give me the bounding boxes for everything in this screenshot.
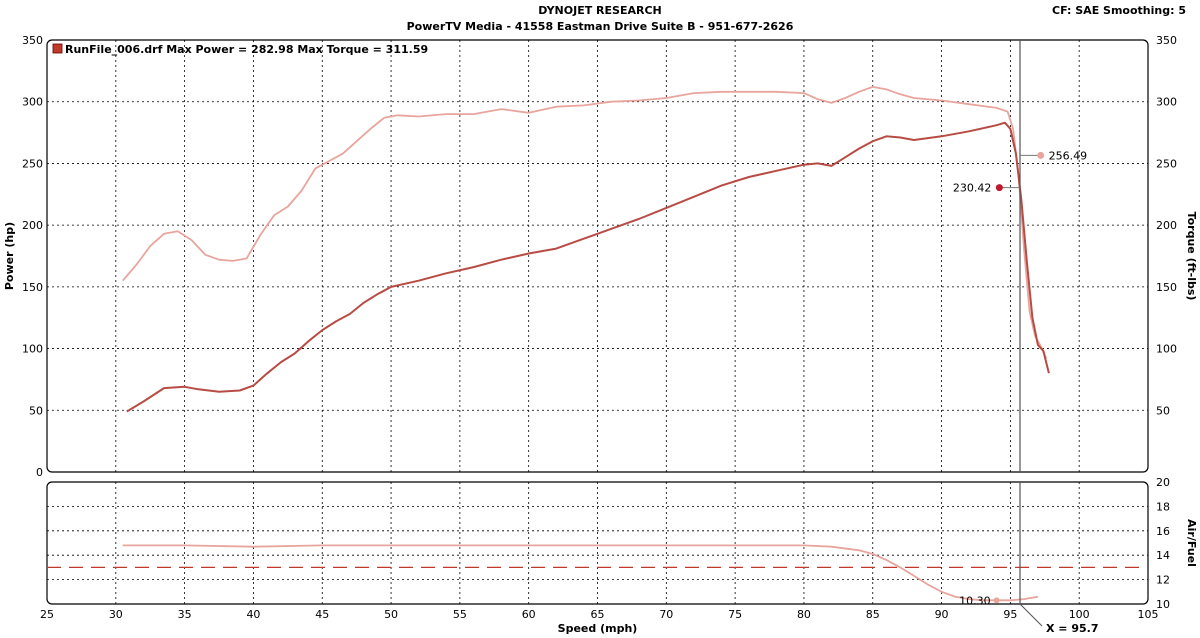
x-tick-label: 35	[178, 608, 192, 621]
afr-series-line	[122, 544, 1039, 602]
x-tick-label: 30	[109, 608, 123, 621]
cursor-readout-leader	[1019, 603, 1043, 627]
x-tick-label: 65	[591, 608, 605, 621]
x-tick-label: 25	[40, 608, 54, 621]
x-tick-label: 60	[522, 608, 536, 621]
y2-tick-label: 10	[1156, 598, 1170, 611]
x-tick-label: 85	[866, 608, 880, 621]
y2-axis-title: Torque (ft-lbs)	[1185, 212, 1198, 301]
legend-label: RunFile_006.drf Max Power = 282.98 Max T…	[65, 43, 428, 56]
y-tick-label: 350	[22, 34, 43, 47]
settings-readout: CF: SAE Smoothing: 5	[1052, 4, 1186, 17]
x-tick-label: 80	[797, 608, 811, 621]
marker-point	[995, 184, 1003, 192]
y2-tick-label: 250	[1156, 157, 1177, 170]
marker-point	[1037, 151, 1045, 159]
cursor-readout: X = 95.7	[1046, 622, 1099, 635]
marker-value-label: 230.42	[953, 182, 992, 195]
y-tick-label: 150	[22, 281, 43, 294]
chart-title: DYNOJET RESEARCH	[538, 4, 662, 17]
x-tick-label: 50	[384, 608, 398, 621]
power-torque-plot: 0 50 100 150 200 250 300 350 50 100 150 200 250 300 35…	[3, 34, 1198, 479]
x-tick-label: 75	[728, 608, 742, 621]
y-axis-title: Power (hp)	[3, 222, 16, 290]
y2-tick-label: 50	[1156, 404, 1170, 417]
marker-value-label: 256.49	[1049, 149, 1088, 162]
chart-subtitle: PowerTV Media - 41558 Eastman Drive Suit…	[406, 20, 794, 33]
x-tick-label: 90	[935, 608, 949, 621]
y2-tick-label: 20	[1156, 476, 1170, 489]
torque-series-line	[122, 86, 1048, 359]
y2-tick-label: 100	[1156, 343, 1177, 356]
power-series-line	[126, 121, 1050, 413]
y2-tick-label: 12	[1156, 574, 1170, 587]
x-tick-label: 105	[1138, 608, 1159, 621]
air-fuel-plot: 10 12 14 16 18 20 Air/Fuel 10.30 25 30 35 40 45 50 55 6…	[40, 476, 1198, 635]
legend-swatch	[52, 43, 63, 54]
y2-tick-label: 14	[1156, 549, 1170, 562]
marker-value-label: 10.30	[959, 594, 991, 607]
x-tick-label: 100	[1069, 608, 1090, 621]
y-tick-label: 200	[22, 219, 43, 232]
x-tick-label: 40	[246, 608, 260, 621]
y2-tick-label: 150	[1156, 281, 1177, 294]
y2-tick-label: 350	[1156, 34, 1177, 47]
y2-axis-title: Air/Fuel	[1185, 519, 1198, 567]
x-tick-label: 45	[315, 608, 329, 621]
y2-tick-label: 18	[1156, 500, 1170, 513]
x-axis-title: Speed (mph)	[558, 622, 638, 635]
y-tick-label: 0	[36, 466, 43, 479]
x-tick-label: 95	[1003, 608, 1017, 621]
y2-tick-label: 200	[1156, 219, 1177, 232]
marker-point	[993, 597, 1000, 604]
y-tick-label: 300	[22, 96, 43, 109]
y2-tick-label: 16	[1156, 525, 1170, 538]
y-tick-label: 50	[29, 404, 43, 417]
y2-tick-label: 300	[1156, 96, 1177, 109]
x-tick-label: 55	[453, 608, 467, 621]
y-tick-label: 100	[22, 343, 43, 356]
y-tick-label: 250	[22, 157, 43, 170]
x-tick-label: 70	[659, 608, 673, 621]
